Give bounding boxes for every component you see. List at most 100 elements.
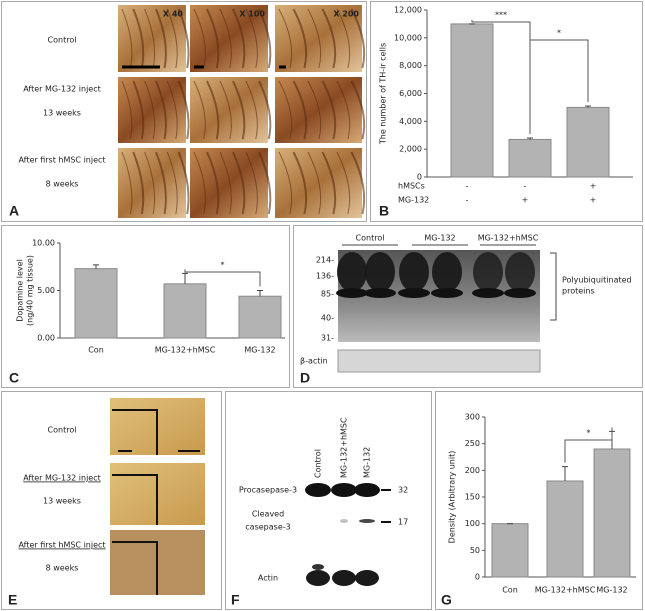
fiber — [121, 151, 133, 215]
fiber — [336, 8, 351, 69]
fiber — [258, 151, 272, 215]
fiber — [166, 80, 178, 140]
panel-letter: A — [9, 203, 19, 219]
table-cell: + — [590, 196, 597, 205]
blot-smear — [399, 252, 429, 292]
fiber — [258, 8, 272, 69]
bracket-label: Polyubiquitinated — [562, 276, 632, 285]
micrograph — [275, 148, 362, 218]
fiber — [166, 151, 178, 215]
fiber — [278, 151, 293, 215]
fiber — [278, 8, 293, 69]
bar — [508, 138, 552, 178]
size-marker: 31- — [321, 334, 334, 343]
table-cell: - — [466, 182, 469, 191]
fiber — [155, 151, 167, 215]
lane-label: MG-132+hMSC — [340, 417, 349, 478]
error-bar — [527, 137, 533, 140]
frame — [1, 1, 367, 222]
significance-bracket — [529, 39, 589, 135]
error-bar — [257, 290, 263, 297]
bar — [566, 106, 610, 178]
fiber — [144, 8, 156, 69]
blot-band — [364, 288, 396, 298]
row-label: Control — [48, 36, 77, 45]
size-marker: 214- — [316, 256, 334, 265]
fiber — [193, 8, 206, 69]
fiber — [219, 8, 232, 69]
fiber — [132, 80, 145, 140]
size-marker: 32 — [398, 486, 408, 495]
blot-smear — [365, 252, 395, 292]
error-bar — [93, 264, 99, 269]
panel-letter: E — [8, 592, 17, 608]
frame — [1, 391, 222, 610]
bracket-label: proteins — [562, 287, 595, 296]
blot-smear — [432, 252, 462, 292]
y-tick-label: 300 — [465, 413, 480, 422]
fiber — [166, 8, 178, 69]
row-label: After first hMSC inject — [18, 541, 105, 550]
fiber — [232, 151, 246, 215]
panel-letter: B — [379, 203, 389, 219]
fiber — [350, 80, 366, 140]
fiber — [245, 80, 258, 140]
fiber — [206, 80, 220, 140]
fiber — [206, 151, 220, 215]
x-tick-label: MG-132+hMSC — [155, 346, 216, 355]
row-label: After MG-132 inject — [23, 474, 101, 483]
micrograph — [118, 5, 186, 72]
inset-corner — [112, 541, 158, 595]
y-tick-label: 50 — [470, 546, 480, 555]
fiber — [350, 8, 366, 69]
fiber — [193, 80, 206, 140]
cleaved-band — [340, 519, 348, 523]
table-cell: - — [466, 196, 469, 205]
blot-band — [504, 288, 536, 298]
y-tick-label: 0.00 — [37, 334, 55, 343]
procaspase-band — [354, 483, 380, 497]
fiber — [336, 151, 351, 215]
actin-band — [312, 564, 324, 570]
y-tick-label: 4,000 — [399, 117, 422, 126]
lane-label: Control — [314, 449, 323, 478]
fiber — [292, 151, 308, 215]
fiber — [177, 151, 190, 215]
y-tick-label: 10.00 — [32, 239, 55, 248]
panel-letter: G — [441, 592, 452, 608]
row-label: 13 weeks — [43, 497, 81, 506]
magnification: X 40 — [163, 10, 184, 19]
micrograph — [275, 77, 362, 143]
y-tick-label: 6,000 — [399, 89, 422, 98]
micrograph — [190, 77, 268, 143]
y-tick-label: 10,000 — [394, 33, 422, 42]
band-label: Procasepase-3 — [239, 486, 297, 495]
fiber — [307, 80, 322, 140]
inset-corner — [112, 474, 158, 525]
table-cell: - — [524, 182, 527, 191]
fiber — [144, 80, 156, 140]
y-tick-label: 12,000 — [394, 6, 422, 15]
fiber — [232, 8, 246, 69]
fiber — [232, 80, 246, 140]
fiber — [219, 80, 232, 140]
row-label: After first hMSC inject — [18, 156, 105, 165]
significance-label: * — [557, 29, 561, 38]
micrograph — [190, 5, 268, 72]
blot-band — [431, 288, 463, 298]
y-tick-label: 8,000 — [399, 61, 422, 70]
significance-bracket — [184, 269, 261, 287]
y-tick-label: 250 — [465, 439, 480, 448]
frame — [293, 225, 643, 388]
band-label: casepase-3 — [245, 523, 290, 532]
fiber — [278, 80, 293, 140]
significance-bracket — [564, 427, 613, 463]
y-tick-label: 0 — [475, 573, 480, 582]
fiber — [132, 8, 145, 69]
micrograph — [275, 5, 362, 72]
y-tick-label: 100 — [465, 519, 480, 528]
bar — [74, 268, 118, 339]
lane-label: MG-132 — [363, 447, 372, 478]
y-tick-label: 5.00 — [37, 286, 55, 295]
y-axis-label: Density (Arbitrary unit) — [448, 451, 457, 544]
